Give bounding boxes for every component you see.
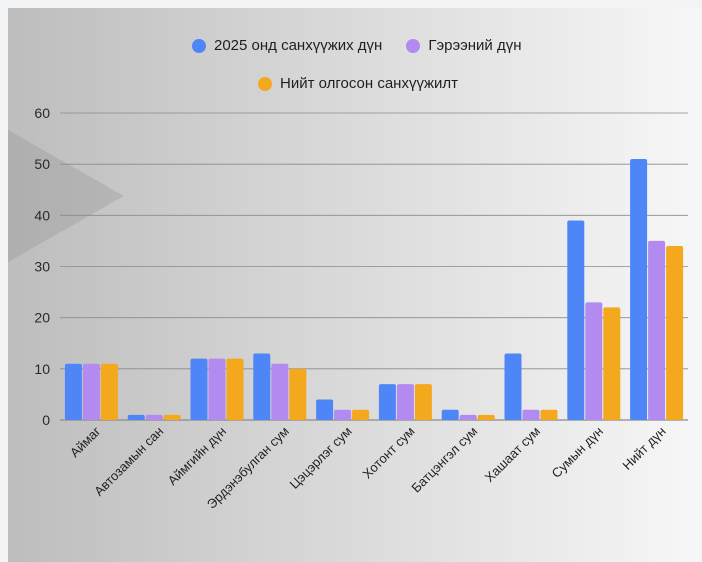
- legend-swatch-series-3: [258, 76, 272, 91]
- decorative-triangle: [8, 130, 124, 262]
- bar: [414, 384, 432, 420]
- bar: [648, 240, 666, 420]
- x-tick-label: Цэцэрлэг сум: [286, 423, 354, 491]
- bar: [504, 353, 522, 420]
- bar: [334, 409, 352, 420]
- bar: [316, 399, 334, 420]
- bar: [100, 363, 118, 420]
- bar: [441, 409, 459, 420]
- bar: [585, 302, 603, 420]
- y-tick-label: 20: [34, 310, 50, 326]
- bar: [459, 414, 477, 420]
- legend-label-series-1: 2025 онд санхүүжих дүн: [214, 37, 383, 54]
- bar: [145, 414, 163, 420]
- bar: [378, 384, 396, 420]
- bar: [630, 159, 648, 421]
- y-tick-label: 40: [34, 207, 50, 223]
- chart-legend-row-2: Нийт олгосон санхүүжилт: [246, 75, 470, 92]
- chart-legend-row-1: 2025 онд санхүүжих дүн Гэрээний дүн: [180, 37, 534, 54]
- x-tick-label: Сумын дүн: [549, 424, 606, 481]
- bar: [352, 409, 370, 420]
- bar: [64, 363, 82, 420]
- bar: [127, 414, 145, 420]
- bar: [567, 220, 585, 420]
- bar: [477, 414, 495, 420]
- legend-swatch-series-1: [192, 38, 206, 53]
- x-tick-label: Хашаат сум: [482, 423, 543, 484]
- chart-panel: [8, 8, 702, 562]
- bar: [540, 409, 558, 420]
- bar: [226, 358, 244, 420]
- legend-item-series-3: Нийт олгосон санхүүжилт: [258, 75, 458, 92]
- x-tick-label: Нийт дүн: [619, 424, 668, 473]
- bar: [603, 307, 621, 420]
- legend-item-series-1: 2025 онд санхүүжих дүн: [192, 37, 382, 54]
- bar: [190, 358, 208, 420]
- legend-item-series-2: Гэрээний дүн: [406, 37, 522, 54]
- y-tick-label: 60: [34, 105, 50, 121]
- y-tick-label: 30: [34, 259, 50, 275]
- x-tick-label: Хотонт сум: [360, 423, 418, 481]
- bar: [208, 358, 226, 420]
- bar: [271, 363, 289, 420]
- x-tick-label: Аймгийн дүн: [165, 424, 229, 488]
- bar: [289, 368, 307, 420]
- legend-swatch-series-2: [406, 38, 421, 53]
- bar: [396, 384, 414, 420]
- y-tick-label: 10: [34, 361, 50, 377]
- bar: [522, 409, 540, 420]
- legend-label-series-3: Нийт олгосон санхүүжилт: [280, 75, 459, 92]
- y-tick-label: 0: [42, 412, 50, 428]
- bar: [253, 353, 271, 420]
- x-tick-label: Батцэнгэл сум: [408, 423, 480, 495]
- y-tick-label: 50: [34, 156, 50, 172]
- bar: [666, 246, 684, 420]
- bar: [82, 363, 100, 420]
- bar: [163, 414, 181, 420]
- legend-label-series-2: Гэрээний дүн: [428, 37, 522, 54]
- x-tick-label: Аймаг: [67, 423, 104, 460]
